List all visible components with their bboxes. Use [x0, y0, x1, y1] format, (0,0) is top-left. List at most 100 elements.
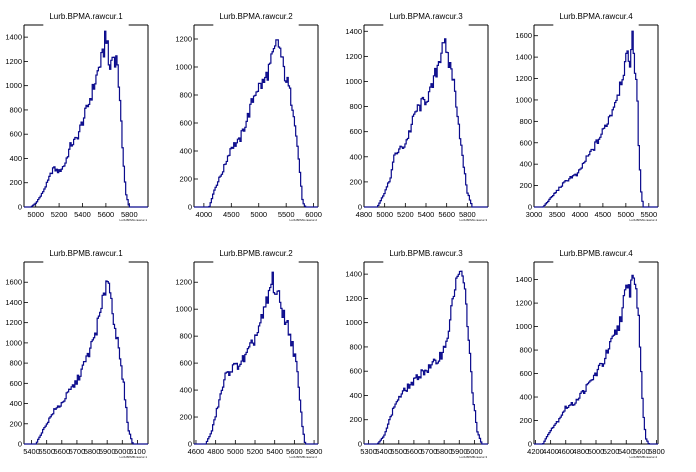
y-tick-label: 400	[519, 160, 532, 169]
x-axis-label: Lurb.BPMA.rawcur.2	[289, 218, 317, 222]
y-tick-label: 1000	[345, 318, 362, 327]
x-tick-label: 5400	[266, 447, 283, 456]
y-tick-label: 1400	[345, 27, 362, 36]
y-tick-label: 600	[349, 367, 362, 376]
x-tick-label: 5000	[227, 447, 244, 456]
x-tick-label: 4800	[356, 210, 373, 219]
histogram-line	[534, 274, 658, 445]
x-tick-label: 5000	[376, 210, 393, 219]
histogram-panel: Lurb.BPMB.rawcur.1 0 200 400 600 800 1000 1200 1…	[5, 249, 149, 459]
x-tick-label: 5000	[588, 447, 605, 456]
x-tick-label: 5400	[618, 447, 635, 456]
y-tick-label: 800	[349, 342, 362, 351]
histogram-panel: Lurb.BPMA.rawcur.1 0 200 400 600 800 1000 1200 1…	[5, 12, 149, 222]
y-tick-label: 0	[528, 440, 532, 449]
x-tick-label: 5900	[99, 447, 116, 456]
y-tick-label: 1400	[515, 275, 532, 284]
y-tick-label: 800	[179, 332, 192, 341]
y-tick-label: 200	[519, 181, 532, 190]
y-tick-label: 1000	[515, 322, 532, 331]
y-tick-label: 800	[519, 346, 532, 355]
y-tick-label: 1000	[5, 81, 22, 90]
y-tick-label: 1200	[175, 278, 192, 287]
x-tick-label: 5400	[74, 210, 91, 219]
y-tick-label: 1200	[345, 294, 362, 303]
y-tick-label: 1200	[5, 318, 22, 327]
x-tick-label: 3500	[549, 210, 566, 219]
y-tick-label: 600	[349, 127, 362, 136]
x-tick-label: 4000	[572, 210, 589, 219]
y-tick-label: 0	[358, 440, 362, 449]
histogram-panel: Lurb.BPMA.rawcur.4 0 200 400 600 800 1000 1200 1…	[515, 12, 659, 222]
chart-title: Lurb.BPMB.rawcur.3	[389, 249, 463, 258]
histogram-line	[194, 39, 318, 208]
y-tick-label: 200	[519, 416, 532, 425]
y-tick-label: 1000	[345, 77, 362, 86]
x-tick-label: 5200	[51, 210, 68, 219]
x-tick-label: 5600	[286, 447, 303, 456]
y-tick-label: 1400	[5, 298, 22, 307]
x-tick-label: 5800	[121, 210, 138, 219]
chart-title: Lurb.BPMB.rawcur.2	[219, 249, 293, 258]
y-tick-label: 800	[349, 102, 362, 111]
x-tick-label: 4600	[188, 447, 205, 456]
x-tick-label: 5600	[98, 210, 115, 219]
y-tick-label: 0	[18, 440, 22, 449]
y-tick-label: 600	[179, 119, 192, 128]
y-tick-label: 1000	[175, 305, 192, 314]
y-tick-label: 1400	[345, 270, 362, 279]
x-tick-label: 5600	[53, 447, 70, 456]
y-tick-label: 1200	[5, 57, 22, 66]
y-tick-label: 400	[349, 152, 362, 161]
x-tick-label: 5800	[306, 447, 323, 456]
x-tick-label: 5000	[27, 210, 44, 219]
x-tick-label: 5500	[390, 447, 407, 456]
histogram-line	[24, 280, 148, 445]
x-tick-label: 5600	[633, 447, 650, 456]
y-tick-label: 1000	[515, 95, 532, 104]
y-tick-label: 1000	[175, 63, 192, 72]
x-tick-label: 5500	[278, 210, 295, 219]
histogram-panel: Lurb.BPMB.rawcur.4 0 200 400 600 800 1000 1200 1…	[515, 249, 665, 459]
x-tick-label: 5900	[451, 447, 468, 456]
x-tick-label: 5700	[421, 447, 438, 456]
histogram-panel: Lurb.BPMB.rawcur.2 0 200 400 600 800 1000 1200 4…	[175, 249, 322, 459]
y-tick-label: 1200	[515, 299, 532, 308]
x-tick-label: 5200	[247, 447, 264, 456]
x-tick-label: 5600	[406, 447, 423, 456]
y-tick-label: 600	[179, 359, 192, 368]
y-tick-label: 1400	[5, 33, 22, 42]
histogram-panel: Lurb.BPMA.rawcur.3 0 200 400 600 800 1000 1200 1…	[345, 12, 489, 222]
y-tick-label: 600	[519, 138, 532, 147]
y-tick-label: 1000	[5, 338, 22, 347]
x-tick-label: 4600	[557, 447, 574, 456]
chart-title: Lurb.BPMB.rawcur.4	[559, 249, 633, 258]
y-tick-label: 800	[9, 105, 22, 114]
x-tick-label: 5700	[69, 447, 86, 456]
x-axis-label: Lurb.BPMA.rawcur.4	[629, 218, 657, 222]
y-tick-label: 600	[9, 130, 22, 139]
y-tick-label: 400	[349, 391, 362, 400]
x-tick-label: 5800	[84, 447, 101, 456]
y-tick-label: 200	[9, 419, 22, 428]
x-tick-label: 4000	[196, 210, 213, 219]
x-tick-label: 4200	[527, 447, 544, 456]
x-tick-label: 3000	[526, 210, 543, 219]
y-tick-label: 200	[349, 415, 362, 424]
x-tick-label: 5400	[375, 447, 392, 456]
x-tick-label: 5200	[397, 210, 414, 219]
y-tick-label: 800	[9, 359, 22, 368]
chart-title: Lurb.BPMA.rawcur.2	[219, 12, 293, 21]
histogram-line	[24, 30, 148, 208]
y-tick-label: 200	[349, 177, 362, 186]
histogram-line	[364, 270, 488, 445]
y-tick-label: 200	[179, 175, 192, 184]
chart-title: Lurb.BPMA.rawcur.4	[559, 12, 633, 21]
x-tick-label: 5800	[648, 447, 665, 456]
y-tick-label: 600	[9, 379, 22, 388]
x-tick-label: 6100	[129, 447, 146, 456]
x-tick-label: 5800	[459, 210, 476, 219]
histogram-line	[364, 38, 488, 208]
histogram-line	[534, 30, 658, 208]
